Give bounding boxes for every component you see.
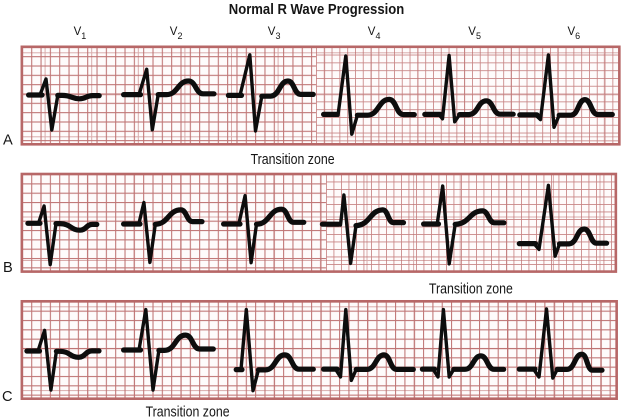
svg-text:Transition zone: Transition zone [251, 152, 335, 168]
svg-text:C: C [2, 389, 13, 405]
svg-text:Transition zone: Transition zone [429, 281, 513, 297]
svg-text:Normal R Wave Progression: Normal R Wave Progression [229, 2, 405, 18]
svg-text:A: A [3, 133, 13, 149]
svg-text:Transition zone: Transition zone [146, 405, 230, 419]
svg-text:B: B [3, 260, 13, 276]
